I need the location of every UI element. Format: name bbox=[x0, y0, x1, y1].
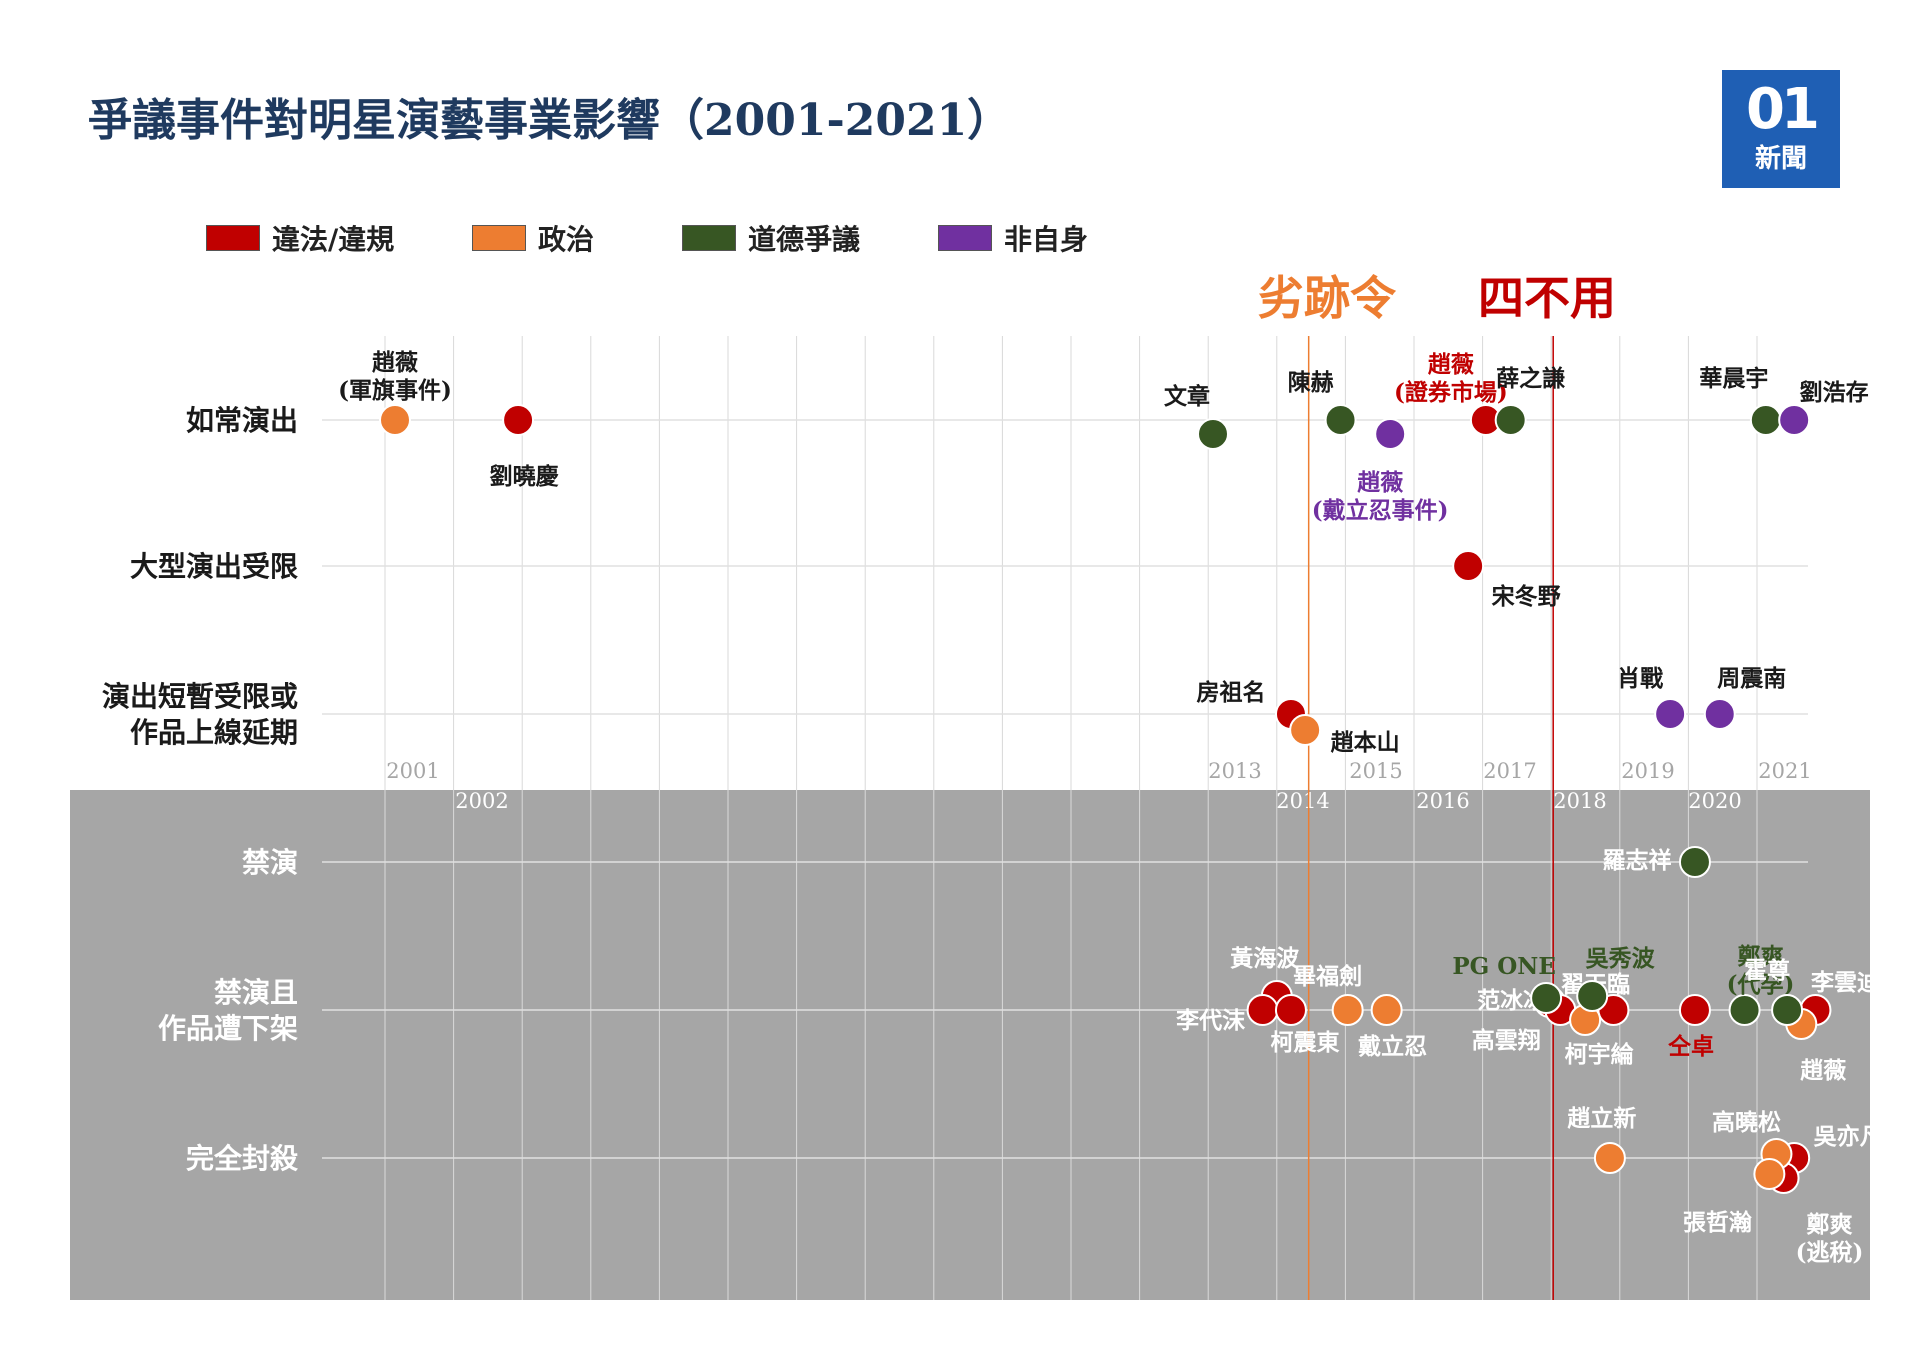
year-tick-label: 2013 bbox=[1208, 759, 1261, 783]
data-label: 高曉松 bbox=[1712, 1109, 1781, 1136]
data-label: PG ONE bbox=[1452, 953, 1556, 980]
data-label: 肖戰 bbox=[1617, 665, 1663, 692]
legend-item-moral: 道德爭議 bbox=[682, 218, 860, 258]
data-point bbox=[1749, 404, 1782, 436]
data-point bbox=[1324, 404, 1357, 436]
data-label: 陳赫 bbox=[1288, 369, 1334, 396]
category-label: 禁演且作品遭下架 bbox=[158, 976, 298, 1045]
data-point bbox=[1530, 982, 1563, 1014]
data-point bbox=[1374, 418, 1407, 450]
data-point bbox=[1753, 1158, 1786, 1190]
data-label: 趙本山 bbox=[1331, 729, 1400, 756]
category-label: 演出短暫受限或作品上線延期 bbox=[102, 680, 298, 749]
data-label: 宋冬野 bbox=[1492, 583, 1561, 610]
year-tick-label: 2018 bbox=[1553, 789, 1606, 813]
year-tick-label: 2017 bbox=[1483, 759, 1536, 783]
data-label: 鄭爽(代孕) bbox=[1727, 943, 1795, 998]
data-label: 房祖名 bbox=[1196, 679, 1265, 706]
legend-label-moral: 道德爭議 bbox=[748, 223, 861, 256]
category-label: 如常演出 bbox=[186, 404, 298, 437]
data-point bbox=[1703, 698, 1736, 730]
data-point bbox=[1274, 994, 1307, 1026]
data-label: 劉浩存 bbox=[1800, 379, 1869, 406]
data-point bbox=[1452, 550, 1485, 582]
data-label: 周震南 bbox=[1717, 665, 1786, 692]
legend-item-illegal: 違法/違規 bbox=[206, 218, 394, 258]
data-label: 柯震東 bbox=[1270, 1029, 1339, 1056]
year-tick-label: 2002 bbox=[455, 789, 508, 813]
data-label: 黃海波 bbox=[1230, 945, 1300, 972]
data-point bbox=[1771, 994, 1804, 1026]
data-label: 戴立忍 bbox=[1358, 1033, 1427, 1060]
data-point bbox=[379, 404, 411, 436]
data-point bbox=[1593, 1142, 1626, 1174]
legend-item-political: 政治 bbox=[472, 218, 594, 258]
data-label: 李雲迪 bbox=[1811, 969, 1880, 996]
data-point bbox=[1331, 994, 1364, 1026]
data-label: 高雲翔 bbox=[1472, 1027, 1541, 1054]
data-label: 仝卓 bbox=[1668, 1033, 1714, 1060]
data-label: 吳秀波 bbox=[1586, 945, 1656, 972]
data-label: 畢福劍 bbox=[1293, 963, 1362, 990]
lower-band bbox=[70, 790, 1870, 1300]
legend-swatch-illegal bbox=[206, 225, 260, 251]
legend-label-not-self: 非自身 bbox=[1004, 223, 1089, 256]
data-label: 吳亦凡 bbox=[1814, 1123, 1883, 1150]
category-label: 大型演出受限 bbox=[130, 550, 298, 583]
legend-swatch-political bbox=[472, 225, 526, 251]
data-label: 趙薇(證券市場) bbox=[1394, 351, 1508, 406]
year-tick-label: 2014 bbox=[1276, 789, 1329, 813]
data-point bbox=[1370, 994, 1403, 1026]
data-point bbox=[1246, 994, 1279, 1026]
data-label: 華晨宇 bbox=[1699, 365, 1768, 392]
data-label: 劉曉慶 bbox=[490, 463, 559, 490]
data-label: 趙立新 bbox=[1567, 1105, 1636, 1132]
policy-label-four-not-use: 四不用 bbox=[1478, 271, 1616, 325]
data-point bbox=[1494, 404, 1527, 436]
data-label: 霍尊 bbox=[1744, 957, 1790, 984]
data-label: 鄭爽(逃稅) bbox=[1796, 1211, 1864, 1266]
year-tick-label: 2021 bbox=[1758, 759, 1811, 783]
year-tick-label: 2001 bbox=[386, 759, 439, 783]
data-label: 李代沫 bbox=[1176, 1007, 1246, 1034]
data-point bbox=[1654, 698, 1687, 730]
data-point bbox=[1728, 994, 1761, 1026]
data-point bbox=[1678, 994, 1711, 1026]
chart-title: 爭議事件對明星演藝事業影響（2001-2021） bbox=[88, 95, 1012, 146]
data-label: 張哲瀚 bbox=[1683, 1209, 1752, 1236]
data-point bbox=[1197, 418, 1229, 450]
year-tick-label: 2020 bbox=[1688, 789, 1741, 813]
legend-swatch-moral bbox=[682, 225, 736, 251]
category-label: 完全封殺 bbox=[186, 1142, 299, 1175]
legend-label-illegal: 違法/違規 bbox=[272, 223, 395, 256]
data-point bbox=[1778, 404, 1811, 436]
data-label: 趙薇(軍旗事件) bbox=[338, 349, 452, 404]
data-label: 薛之謙 bbox=[1496, 365, 1565, 392]
data-label: 柯宇綸 bbox=[1565, 1041, 1634, 1068]
data-label: 趙薇 bbox=[1800, 1057, 1846, 1084]
year-tick-label: 2015 bbox=[1349, 759, 1402, 783]
data-label: 文章 bbox=[1164, 383, 1210, 410]
data-point bbox=[1289, 714, 1322, 746]
legend-item-not-self: 非自身 bbox=[938, 218, 1088, 258]
data-point bbox=[1576, 980, 1609, 1012]
logo-word: 新聞 bbox=[1754, 144, 1807, 174]
category-label: 禁演 bbox=[242, 846, 298, 879]
data-point bbox=[502, 404, 535, 436]
logo-mark: 01 bbox=[1746, 77, 1820, 142]
year-tick-label: 2019 bbox=[1621, 759, 1674, 783]
logo: 01 新聞 bbox=[1722, 70, 1840, 188]
data-label: 趙薇(戴立忍事件) bbox=[1312, 469, 1449, 524]
year-tick-label: 2016 bbox=[1416, 789, 1469, 813]
policy-label-bad-record-order: 劣跡令 bbox=[1258, 271, 1396, 325]
data-label: 羅志祥 bbox=[1602, 847, 1671, 874]
legend-swatch-not-self bbox=[938, 225, 992, 251]
legend-label-political: 政治 bbox=[538, 223, 595, 256]
data-point bbox=[1678, 846, 1711, 878]
